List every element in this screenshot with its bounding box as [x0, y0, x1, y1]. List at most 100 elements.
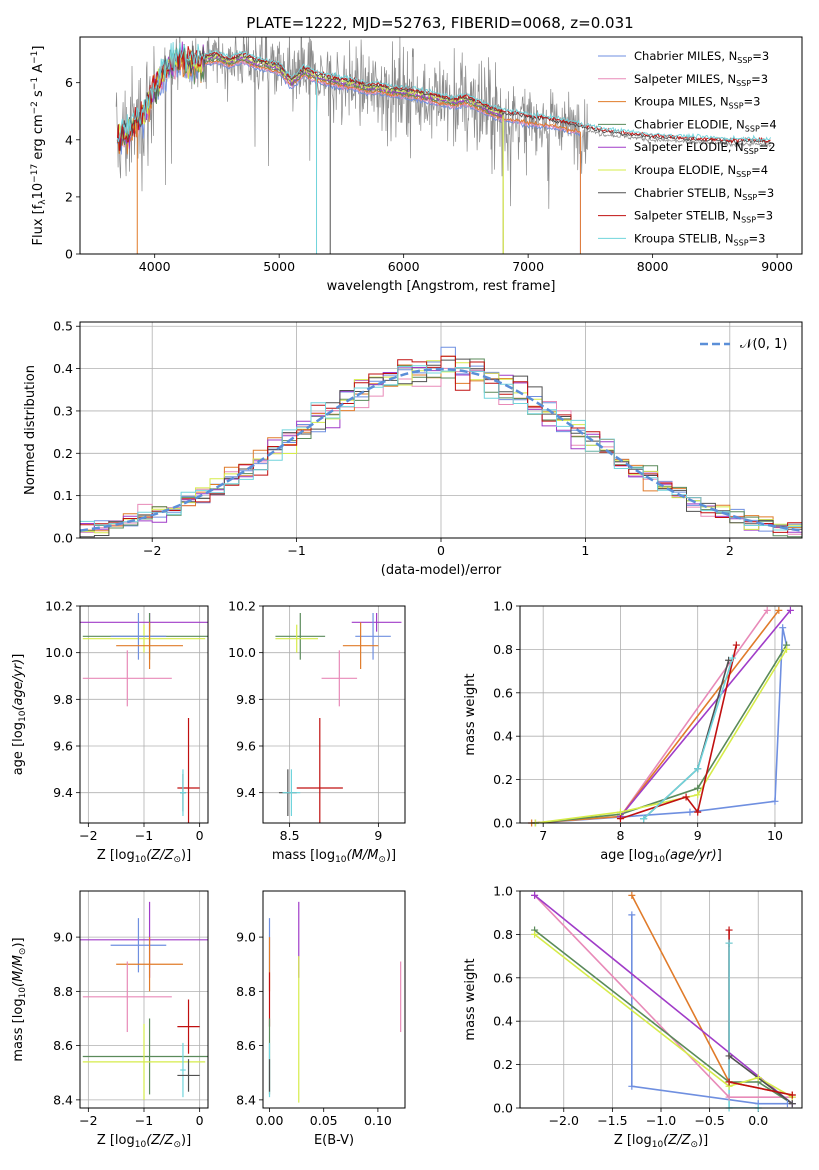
marker-salpeter_miles — [763, 606, 771, 614]
tick-label-y: 8.6 — [236, 1038, 256, 1053]
marker-salpeter_stelib — [682, 793, 690, 801]
tick-label-x: 0.0 — [748, 1113, 768, 1128]
y-axis-label: mass weight — [463, 958, 478, 1040]
x-axis-label: wavelength [Angstrom, rest frame] — [327, 279, 556, 294]
tick-label-y: 9.0 — [53, 930, 73, 945]
tick-label-x: 9 — [694, 828, 702, 843]
marker-kroupa_elodie — [783, 645, 791, 653]
tick-label-x: 8000 — [637, 259, 669, 274]
series-chabrier_miles — [631, 914, 788, 1105]
y-axis-label: Normed distribution — [23, 365, 38, 495]
legend-label-kroupa_miles: Kroupa MILES, NSSP=3 — [634, 95, 760, 111]
tick-label-x: −2.0 — [549, 1113, 579, 1128]
tick-label-x: 0 — [196, 828, 204, 843]
tick-label-x: 8 — [616, 828, 624, 843]
tick-label-y: 0.2 — [493, 1057, 513, 1072]
x-axis-label: mass [log10(M/M⊙)] — [272, 848, 396, 865]
tick-label-x: 7000 — [512, 259, 544, 274]
tick-label-y: 9.4 — [236, 785, 256, 800]
marker-salpeter_stelib — [732, 641, 740, 649]
series-chabrier_elodie — [535, 644, 788, 823]
marker-chabrier_miles — [779, 624, 787, 632]
tick-label-x: 4000 — [139, 259, 171, 274]
x-axis-label: Z [log10(Z/Z⊙)] — [614, 1133, 708, 1150]
legend-label-chabrier_stelib: Chabrier STELIB, NSSP=3 — [634, 186, 774, 202]
tick-label-y: 0.8 — [493, 927, 513, 942]
legend-label-normal: 𝒩(0, 1) — [740, 337, 787, 352]
marker-salpeter_stelib — [694, 808, 702, 816]
legend-label-salpeter_elodie: Salpeter ELODIE, NSSP=2 — [634, 140, 776, 156]
tick-label-x: 0.05 — [310, 1113, 338, 1128]
model-chabrier_stelib — [116, 44, 771, 151]
marker-salpeter_stelib — [788, 1091, 796, 1099]
marker-kroupa_stelib — [694, 765, 702, 773]
tick-label-x: 5000 — [263, 259, 295, 274]
marker-salpeter_stelib — [725, 926, 733, 934]
tick-label-y: 0.4 — [493, 1014, 513, 1029]
marker-chabrier_stelib — [725, 1052, 733, 1060]
y-axis-label: Flux [fλ10−17 erg cm−2 s−1 A−1] — [30, 46, 48, 246]
marker-chabrier_stelib — [788, 1100, 796, 1108]
tick-label-x: 9 — [374, 828, 382, 843]
tick-label-y: 9.8 — [236, 692, 256, 707]
tick-label-x: −2 — [79, 828, 97, 843]
tick-label-y: 0.4 — [493, 729, 513, 744]
legend-label-salpeter_miles: Salpeter MILES, NSSP=3 — [634, 72, 768, 88]
tick-label-x: 0.10 — [364, 1113, 392, 1128]
tick-label-y: 8.6 — [53, 1038, 73, 1053]
tick-label-x: −1.0 — [646, 1113, 676, 1128]
axes-frame — [79, 321, 803, 539]
normal-curve — [80, 367, 802, 532]
tick-label-y: 0.6 — [493, 970, 513, 985]
tick-label-y: 10.0 — [45, 645, 73, 660]
hist-chabrier_miles — [80, 346, 802, 533]
legend-label-chabrier_elodie: Chabrier ELODIE, NSSP=4 — [634, 117, 777, 133]
legend-label-kroupa_stelib: Kroupa STELIB, NSSP=3 — [634, 231, 765, 247]
tick-label-x: −1 — [135, 1113, 153, 1128]
marker-kroupa_miles — [775, 606, 783, 614]
axes-frame — [519, 890, 803, 1109]
axes-frame — [79, 36, 803, 255]
tick-label-y: 10.2 — [228, 599, 256, 614]
x-axis-label: E(B-V) — [314, 1133, 354, 1148]
marker-kroupa_stelib — [640, 815, 648, 823]
tick-label-x: −2 — [79, 1113, 97, 1128]
y-axis-label: age [log10(age/yr)] — [11, 654, 28, 776]
x-axis-label: Z [log10(Z/Z⊙)] — [97, 1133, 191, 1150]
figure-title: PLATE=1222, MJD=52763, FIBERID=0068, z=0… — [246, 14, 633, 32]
plot-area-mass_vs_Z — [80, 891, 208, 1108]
tick-label-x: 0 — [437, 543, 445, 558]
tick-label-y: 0.0 — [53, 531, 73, 546]
tick-label-x: 2 — [726, 543, 734, 558]
plot-area-age_vs_Z — [80, 606, 208, 823]
marker-salpeter_elodie — [531, 891, 539, 899]
tick-label-x: −1.5 — [597, 1113, 627, 1128]
tick-label-y: 1.0 — [493, 599, 513, 614]
tick-label-x: 8.5 — [280, 828, 300, 843]
tick-label-y: 9.6 — [53, 739, 73, 754]
tick-label-x: 6000 — [388, 259, 420, 274]
panel-age_vs_mass: 8.5 9 9.4 9.6 9.8 10.0 10.2 mass [log10(M/M⊙)] — [228, 599, 406, 865]
model-kroupa_stelib — [116, 42, 771, 143]
tick-label-y: 2 — [65, 189, 73, 204]
marker-chabrier_miles — [686, 808, 694, 816]
tick-label-x: −1 — [135, 828, 153, 843]
panel-mass_vs_Z: −2 −1 0 8.4 8.6 8.8 9.0 Z [log10(Z/Z⊙)] mass [lo… — [11, 890, 209, 1150]
tick-label-y: 10.0 — [228, 645, 256, 660]
series-kroupa_stelib — [728, 943, 759, 1108]
marker-kroupa_elodie — [754, 1074, 762, 1082]
panel-age_vs_Z: −2 −1 0 9.4 9.6 9.8 10.0 10.2 Z [log10(Z/Z⊙)] age… — [11, 599, 209, 865]
marker-chabrier_miles — [771, 797, 779, 805]
x-axis-label: age [log10(age/yr)] — [600, 848, 722, 865]
tick-label-y: 0.6 — [493, 685, 513, 700]
tick-label-y: 0.1 — [53, 488, 73, 503]
marker-kroupa_elodie — [694, 791, 702, 799]
series-kroupa_elodie — [534, 933, 793, 1098]
tick-label-y: 1.0 — [493, 884, 513, 899]
series-salpeter_elodie — [619, 609, 792, 818]
panel-spectrum: 4000 5000 6000 7000 8000 9000 0 2 4 6 wavelength [… — [30, 36, 803, 294]
y-axis-label: mass [log10(M/M⊙)] — [11, 937, 28, 1061]
tick-label-y: 9.6 — [236, 739, 256, 754]
legend-label-kroupa_elodie: Kroupa ELODIE, NSSP=4 — [634, 163, 768, 179]
